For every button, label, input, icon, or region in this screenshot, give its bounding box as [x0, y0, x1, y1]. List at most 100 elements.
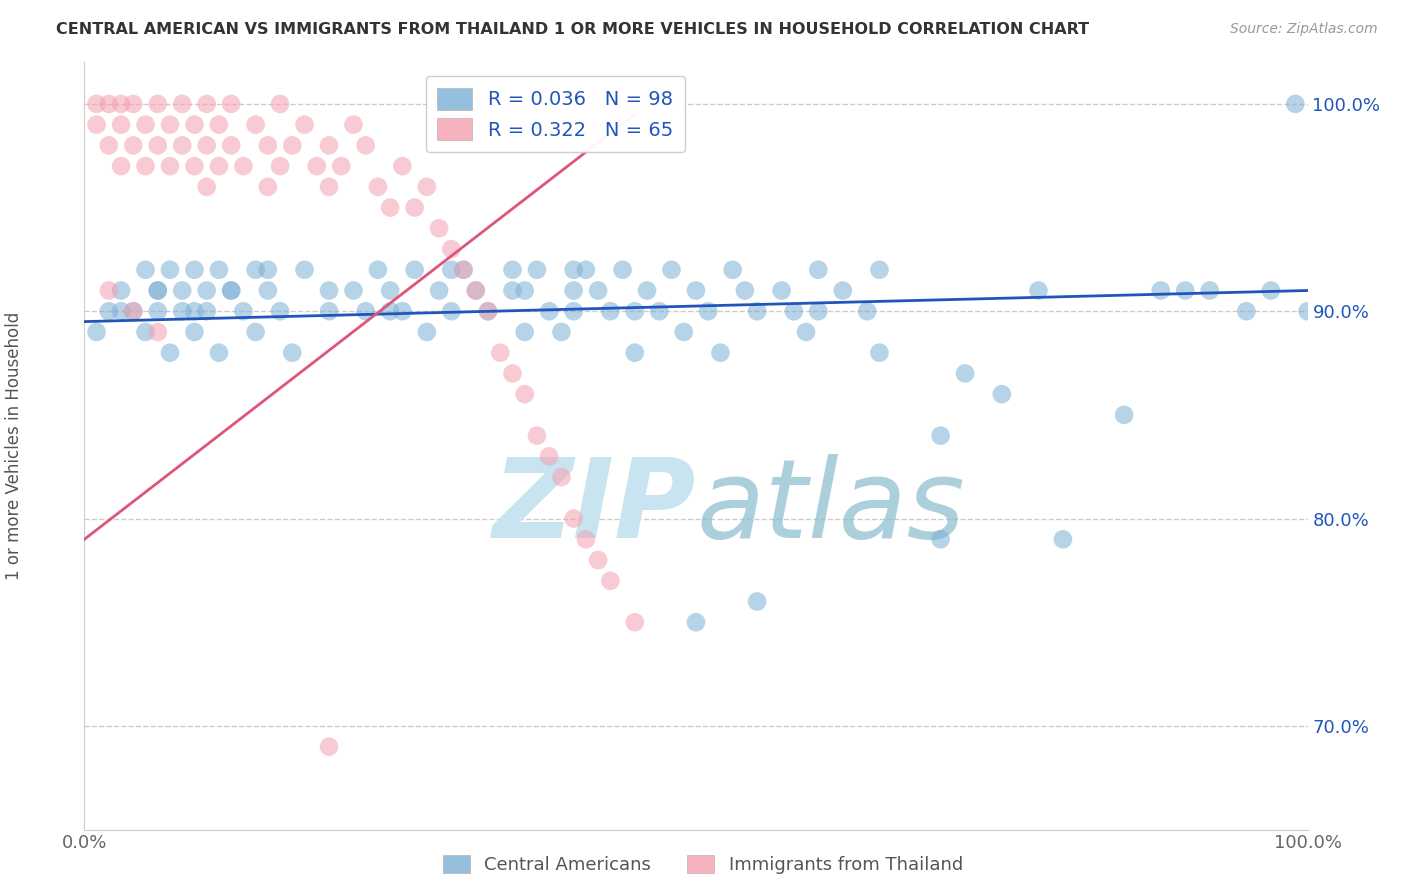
Point: [538, 304, 561, 318]
Point: [380, 201, 402, 215]
Point: [183, 118, 205, 132]
Point: [257, 138, 280, 153]
Point: [586, 553, 609, 567]
Point: [97, 96, 120, 111]
Point: [219, 96, 242, 111]
Point: [159, 345, 181, 359]
Point: [612, 262, 634, 277]
Point: [453, 262, 475, 277]
Point: [318, 304, 340, 318]
Point: [1198, 284, 1220, 298]
Point: [624, 615, 647, 630]
Point: [831, 284, 853, 298]
Point: [318, 284, 340, 298]
Point: [929, 428, 952, 442]
Point: [562, 511, 585, 525]
Point: [208, 345, 231, 359]
Point: [146, 96, 169, 111]
Point: [464, 284, 486, 298]
Point: [783, 304, 806, 318]
Point: [575, 533, 598, 547]
Point: [354, 304, 377, 318]
Point: [146, 284, 169, 298]
Point: [404, 262, 426, 277]
Point: [367, 179, 389, 194]
Point: [502, 367, 524, 381]
Point: [183, 159, 205, 173]
Point: [869, 262, 891, 277]
Point: [110, 159, 132, 173]
Point: [648, 304, 671, 318]
Point: [195, 138, 218, 153]
Point: [86, 118, 108, 132]
Point: [367, 262, 389, 277]
Point: [586, 284, 609, 298]
Point: [135, 262, 157, 277]
Point: [391, 159, 413, 173]
Point: [1260, 284, 1282, 298]
Point: [929, 533, 952, 547]
Point: [135, 325, 157, 339]
Point: [195, 96, 218, 111]
Point: [770, 284, 793, 298]
Point: [208, 159, 231, 173]
Point: [599, 304, 621, 318]
Point: [257, 262, 280, 277]
Legend: Central Americans, Immigrants from Thailand: Central Americans, Immigrants from Thail…: [434, 846, 972, 883]
Point: [513, 325, 536, 339]
Point: [318, 739, 340, 754]
Point: [146, 325, 169, 339]
Point: [1284, 96, 1306, 111]
Point: [1150, 284, 1173, 298]
Point: [97, 138, 120, 153]
Point: [342, 118, 364, 132]
Text: Source: ZipAtlas.com: Source: ZipAtlas.com: [1230, 22, 1378, 37]
Point: [97, 304, 120, 318]
Point: [342, 284, 364, 298]
Point: [721, 262, 744, 277]
Point: [232, 304, 254, 318]
Point: [513, 284, 536, 298]
Point: [747, 594, 769, 608]
Point: [318, 179, 340, 194]
Point: [110, 118, 132, 132]
Point: [624, 304, 647, 318]
Point: [1236, 304, 1258, 318]
Point: [526, 428, 548, 442]
Point: [869, 345, 891, 359]
Point: [380, 304, 402, 318]
Point: [464, 284, 486, 298]
Point: [269, 96, 291, 111]
Point: [294, 262, 316, 277]
Point: [257, 284, 280, 298]
Point: [440, 262, 463, 277]
Point: [294, 118, 316, 132]
Point: [502, 262, 524, 277]
Point: [477, 304, 499, 318]
Point: [538, 450, 561, 464]
Point: [245, 262, 267, 277]
Point: [562, 262, 585, 277]
Point: [953, 367, 976, 381]
Point: [305, 159, 328, 173]
Point: [122, 304, 145, 318]
Point: [318, 138, 340, 153]
Point: [110, 304, 132, 318]
Point: [453, 262, 475, 277]
Text: atlas: atlas: [696, 454, 965, 561]
Point: [416, 179, 439, 194]
Point: [86, 96, 108, 111]
Point: [391, 304, 413, 318]
Point: [1174, 284, 1197, 298]
Text: 1 or more Vehicles in Household: 1 or more Vehicles in Household: [6, 312, 22, 580]
Point: [807, 304, 830, 318]
Point: [672, 325, 695, 339]
Point: [1296, 304, 1319, 318]
Point: [380, 284, 402, 298]
Point: [146, 138, 169, 153]
Point: [734, 284, 756, 298]
Point: [195, 179, 218, 194]
Point: [159, 262, 181, 277]
Point: [440, 304, 463, 318]
Point: [636, 284, 658, 298]
